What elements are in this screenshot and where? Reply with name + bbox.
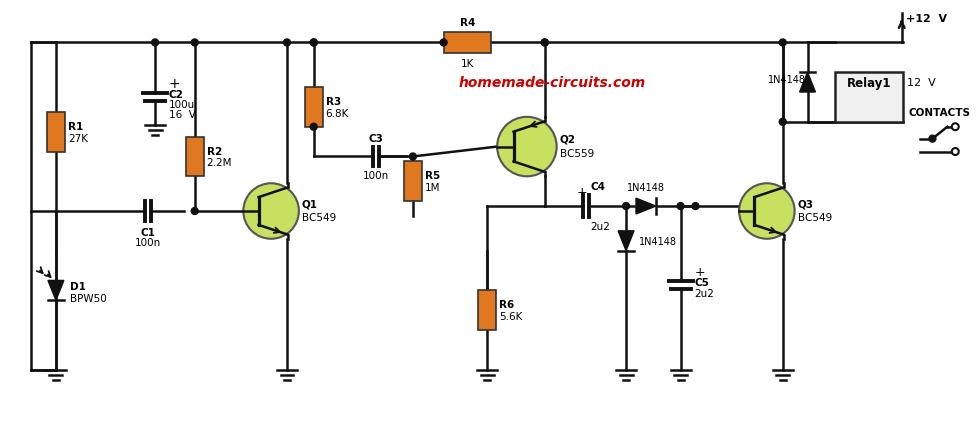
Text: 1K: 1K — [461, 59, 474, 69]
Circle shape — [779, 119, 787, 126]
Polygon shape — [636, 199, 656, 214]
Text: 100n: 100n — [135, 237, 161, 247]
Text: 2u2: 2u2 — [590, 222, 610, 231]
Text: R2: R2 — [207, 146, 222, 156]
Text: R1: R1 — [67, 121, 83, 132]
Circle shape — [283, 40, 291, 47]
Circle shape — [952, 124, 958, 131]
Bar — [47, 112, 64, 152]
Circle shape — [779, 40, 787, 47]
Text: D1: D1 — [70, 282, 86, 292]
Text: 1N4148: 1N4148 — [639, 236, 677, 246]
Text: 1M: 1M — [425, 183, 440, 193]
Text: Q1: Q1 — [302, 199, 318, 209]
Text: +: + — [695, 265, 705, 278]
Circle shape — [310, 40, 317, 47]
Circle shape — [739, 184, 794, 239]
Text: 1N4148: 1N4148 — [627, 183, 665, 193]
Text: 27K: 27K — [67, 133, 88, 143]
Text: 2u2: 2u2 — [695, 289, 714, 299]
Text: 100n: 100n — [363, 171, 389, 181]
Text: +: + — [576, 185, 587, 198]
Circle shape — [409, 154, 417, 161]
Circle shape — [310, 40, 317, 47]
Circle shape — [151, 40, 158, 47]
Polygon shape — [799, 73, 816, 93]
Bar — [444, 32, 491, 54]
Text: 100u: 100u — [169, 100, 195, 109]
Bar — [478, 291, 496, 330]
Text: 2.2M: 2.2M — [207, 158, 232, 168]
Text: Q3: Q3 — [797, 199, 814, 209]
Circle shape — [623, 203, 630, 210]
Text: homemade-circuits.com: homemade-circuits.com — [458, 76, 645, 90]
Polygon shape — [48, 281, 63, 301]
Circle shape — [440, 40, 447, 47]
Text: R3: R3 — [326, 97, 341, 106]
Bar — [835, 73, 903, 123]
Circle shape — [542, 40, 549, 47]
Text: R6: R6 — [499, 299, 514, 310]
Text: 1N4148: 1N4148 — [767, 75, 805, 85]
Text: C1: C1 — [141, 227, 155, 237]
Circle shape — [952, 149, 958, 155]
Text: C4: C4 — [590, 182, 605, 192]
Text: C2: C2 — [169, 90, 183, 100]
Text: BPW50: BPW50 — [70, 294, 106, 304]
Circle shape — [191, 208, 198, 215]
Bar — [305, 88, 323, 127]
Text: R4: R4 — [460, 17, 475, 28]
Text: 6.8K: 6.8K — [326, 109, 349, 118]
Circle shape — [497, 118, 556, 177]
Text: 5.6K: 5.6K — [499, 311, 522, 321]
Text: Relay1: Relay1 — [847, 76, 891, 89]
Text: Q2: Q2 — [559, 134, 576, 144]
Circle shape — [692, 203, 699, 210]
Circle shape — [929, 136, 936, 143]
Circle shape — [542, 40, 549, 47]
Text: 12  V: 12 V — [907, 78, 935, 88]
Text: BC549: BC549 — [302, 213, 336, 222]
Text: R5: R5 — [425, 171, 440, 181]
Bar — [185, 137, 204, 177]
Text: BC549: BC549 — [797, 213, 832, 222]
Bar — [404, 162, 422, 201]
Text: 16  V: 16 V — [169, 109, 196, 120]
Text: C5: C5 — [695, 278, 710, 288]
Circle shape — [243, 184, 299, 239]
Text: +12  V: +12 V — [906, 14, 947, 24]
Circle shape — [310, 124, 317, 131]
Text: CONTACTS: CONTACTS — [909, 107, 970, 118]
Circle shape — [677, 203, 684, 210]
Text: BC559: BC559 — [559, 148, 593, 158]
Text: C3: C3 — [369, 133, 384, 143]
Polygon shape — [618, 231, 634, 251]
Text: +: + — [169, 77, 181, 91]
Circle shape — [191, 40, 198, 47]
